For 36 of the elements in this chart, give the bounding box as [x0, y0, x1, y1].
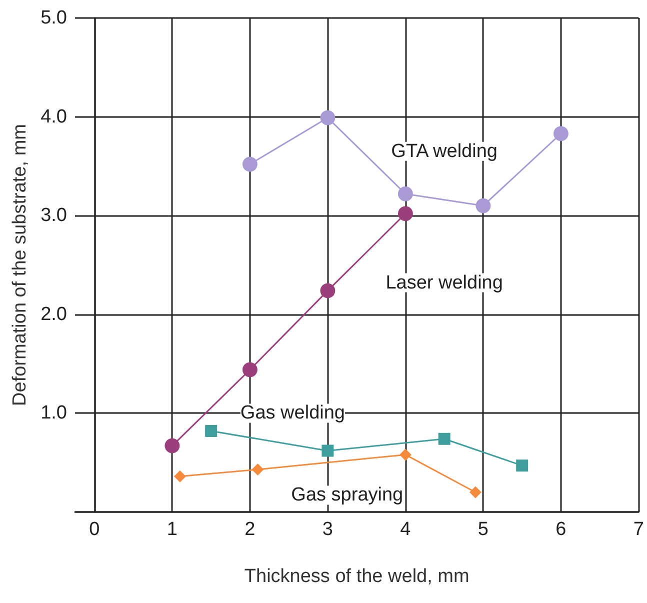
- series-label: Laser welding: [386, 272, 503, 294]
- x-tick-label: 3: [322, 519, 333, 540]
- series-label: Gas spraying: [291, 484, 404, 506]
- point: [320, 283, 336, 298]
- x-tick-label: 7: [633, 519, 644, 540]
- series-label: GTA welding: [391, 140, 498, 162]
- series-label: Gas welding: [240, 402, 345, 424]
- y-axis-title: Deformation of the substrate, mm: [10, 124, 31, 406]
- point: [553, 126, 568, 142]
- point: [322, 444, 334, 457]
- x-tick-label: 6: [556, 519, 566, 540]
- point: [242, 156, 258, 172]
- y-tick-label: 4.0: [40, 106, 67, 128]
- x-tick-label: 5: [478, 519, 488, 540]
- y-tick-label: 2.0: [40, 304, 67, 325]
- y-tick-label: 1.0: [40, 402, 67, 424]
- point: [205, 424, 218, 437]
- x-axis-title: Thickness of the weld, mm: [244, 566, 470, 587]
- x-tick-label: 2: [244, 519, 256, 540]
- point: [399, 448, 412, 461]
- x-tick-label: 1: [166, 519, 178, 540]
- point: [242, 362, 258, 378]
- point: [438, 432, 450, 445]
- point: [516, 460, 528, 472]
- point: [476, 198, 491, 214]
- point: [164, 438, 180, 454]
- y-tick-label: 3.0: [40, 205, 67, 226]
- x-tick-label: 0: [89, 519, 100, 540]
- point: [469, 486, 482, 498]
- x-tick-label: 4: [400, 519, 412, 540]
- point: [320, 110, 336, 126]
- point: [174, 470, 186, 482]
- point: [398, 186, 413, 202]
- point: [252, 464, 264, 476]
- y-tick-label: 5.0: [40, 8, 67, 28]
- point: [398, 206, 413, 222]
